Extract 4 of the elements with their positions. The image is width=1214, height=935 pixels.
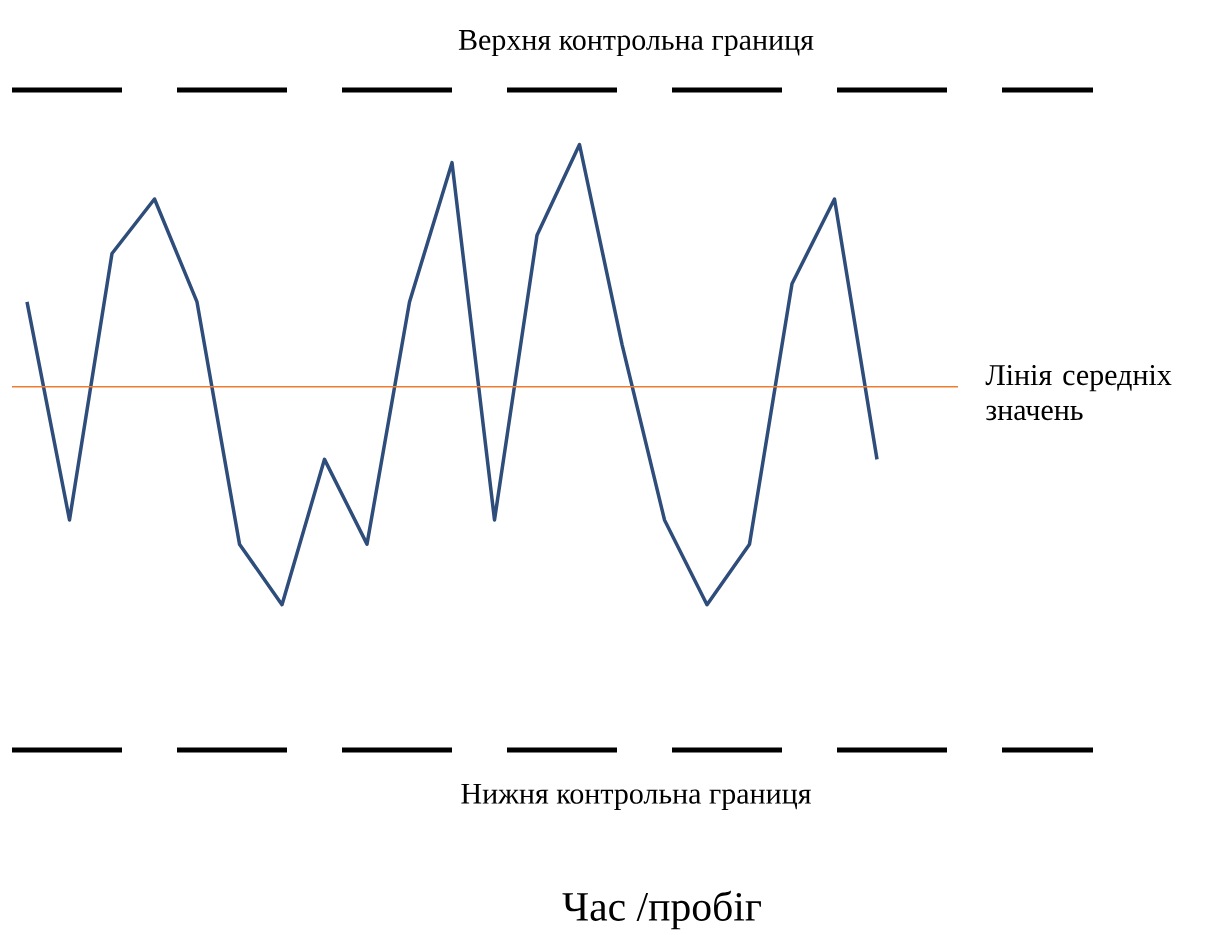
ref-line-label: Лінія середніх значень	[985, 365, 1172, 421]
ref-line-label: Верхня контрольна границя	[458, 30, 814, 57]
ref-line-label: Нижня контрольна границя	[461, 783, 811, 810]
text: Час /пробіг	[562, 890, 761, 930]
